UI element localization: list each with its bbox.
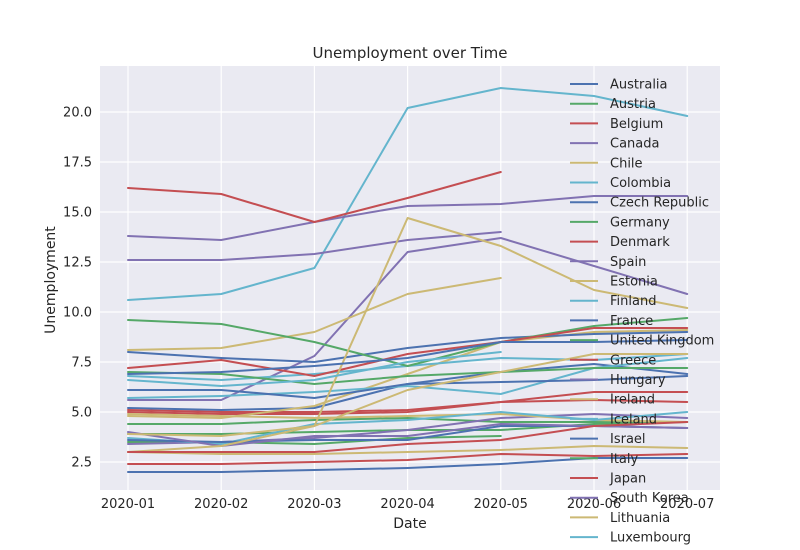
series-line-japan bbox=[127, 453, 689, 465]
series-line-26 bbox=[127, 367, 689, 385]
series-line-chile bbox=[127, 277, 502, 351]
series-line-32 bbox=[127, 421, 689, 453]
x-axis-ticks: 2020-01 2020-02 2020-03 2020-04 2020-05 2020-… bbox=[101, 497, 715, 512]
series-line-canada bbox=[127, 237, 689, 401]
series-line-greece bbox=[127, 171, 502, 223]
legend-label: Finland bbox=[610, 294, 656, 309]
series-line-spain bbox=[127, 195, 689, 241]
legend-label: Colombia bbox=[610, 176, 671, 191]
legend-label: Estonia bbox=[610, 275, 658, 290]
y-tick-label: 5.0 bbox=[71, 406, 92, 421]
series-line-31 bbox=[127, 339, 689, 375]
legend-label: Chile bbox=[610, 156, 643, 171]
series-lines bbox=[127, 87, 689, 473]
x-tick-label: 2020-02 bbox=[194, 497, 248, 512]
legend-label: United Kingdom bbox=[610, 334, 714, 349]
chart-title: Unemployment over Time bbox=[313, 44, 508, 62]
series-line-29 bbox=[127, 217, 689, 453]
y-tick-label: 17.5 bbox=[63, 156, 92, 171]
legend-label: Spain bbox=[610, 255, 646, 270]
x-tick-label: 2020-01 bbox=[101, 497, 155, 512]
series-line-iceland bbox=[127, 411, 689, 445]
y-axis-label: Unemployment bbox=[43, 226, 59, 334]
series-line-italy bbox=[127, 317, 689, 367]
legend-label: Japan bbox=[609, 472, 646, 487]
legend-label: Luxembourg bbox=[610, 531, 691, 546]
legend-label: France bbox=[610, 314, 653, 329]
series-line-33 bbox=[127, 353, 689, 437]
legend-label: Greece bbox=[610, 353, 656, 368]
legend-label: Italy bbox=[610, 452, 639, 467]
legend-label: Ireland bbox=[610, 393, 655, 408]
x-tick-label: 2020-03 bbox=[287, 497, 341, 512]
series-line-france bbox=[127, 331, 689, 363]
y-tick-label: 12.5 bbox=[63, 256, 92, 271]
y-tick-label: 20.0 bbox=[63, 106, 92, 121]
legend-label: Australia bbox=[610, 78, 668, 93]
series-line-28 bbox=[127, 231, 502, 261]
series-line-lithuania bbox=[127, 445, 689, 455]
series-line-colombia bbox=[127, 87, 689, 301]
y-tick-label: 7.5 bbox=[71, 356, 92, 371]
legend-label: Austria bbox=[610, 97, 656, 112]
x-tick-label: 2020-04 bbox=[380, 497, 434, 512]
x-tick-label: 2020-05 bbox=[474, 497, 528, 512]
series-line-30 bbox=[127, 351, 502, 387]
y-axis-ticks: 2.5 5.0 7.5 10.0 12.5 15.0 17.5 20.0 bbox=[63, 106, 92, 471]
x-tick-label: 2020-06 bbox=[567, 497, 621, 512]
x-tick-label: 2020-07 bbox=[660, 497, 714, 512]
legend: Australia Austria Belgium Canada Chile Colomb… bbox=[570, 78, 714, 546]
x-axis-label: Date bbox=[393, 516, 426, 532]
legend-label: Czech Republic bbox=[610, 196, 709, 211]
legend-label: Denmark bbox=[610, 235, 670, 250]
legend-label: Iceland bbox=[610, 412, 657, 427]
legend-label: Israel bbox=[610, 432, 646, 447]
y-tick-label: 2.5 bbox=[71, 456, 92, 471]
series-line-austria bbox=[127, 417, 689, 425]
y-tick-label: 10.0 bbox=[63, 306, 92, 321]
legend-label: Germany bbox=[610, 215, 670, 230]
y-tick-label: 15.0 bbox=[63, 206, 92, 221]
legend-label: South Korea bbox=[610, 491, 689, 506]
series-line-estonia bbox=[127, 329, 689, 419]
series-line-27 bbox=[127, 327, 689, 377]
legend-label: Canada bbox=[610, 137, 659, 152]
legend-label: Hungary bbox=[610, 373, 666, 388]
legend-label: Lithuania bbox=[610, 511, 670, 526]
series-line-denmark bbox=[127, 391, 689, 415]
legend-label: Belgium bbox=[610, 117, 663, 132]
